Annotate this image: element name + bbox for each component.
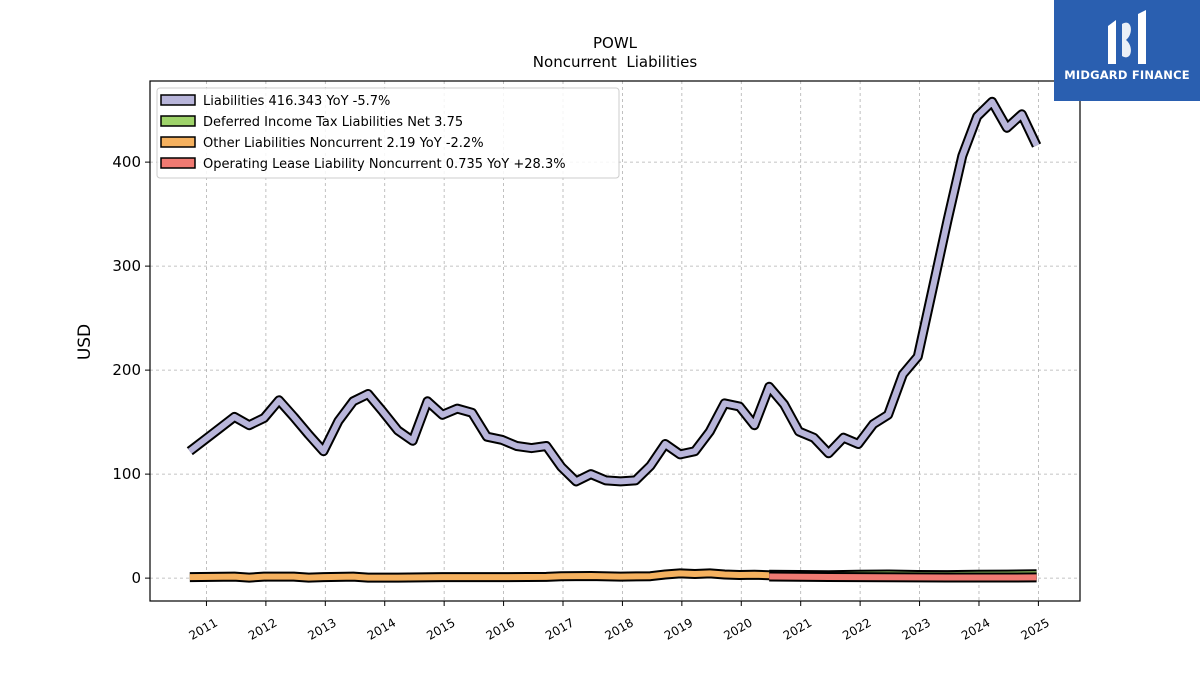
logo-text: MIDGARD FINANCE <box>1064 68 1190 82</box>
y-axis-label: USD <box>75 324 95 360</box>
x-tick-label: 2025 <box>1018 615 1051 642</box>
series-liabilities-0-line <box>187 98 1040 485</box>
chart-subtitle: Noncurrent Liabilities <box>533 53 698 71</box>
legend-swatch <box>160 94 196 106</box>
series-operating-3-line <box>769 573 1037 581</box>
x-tick-label: 2024 <box>959 615 992 642</box>
y-tick-label: 400 <box>112 153 141 171</box>
x-tick-label: 2011 <box>186 615 219 642</box>
x-tick-label: 2021 <box>781 615 814 642</box>
legend-swatch <box>160 136 196 148</box>
midgard-logo-icon <box>1108 10 1146 64</box>
x-tick-label: 2018 <box>602 615 635 642</box>
legend-label: Deferred Income Tax Liabilities Net 3.75 <box>203 115 463 130</box>
plot-frame <box>149 80 1081 602</box>
grid <box>150 81 1080 601</box>
x-tick-label: 2019 <box>662 615 695 642</box>
x-tick-label: 2020 <box>721 615 754 642</box>
x-tick-label: 2022 <box>840 615 873 642</box>
y-tick-label: 100 <box>112 465 141 483</box>
x-tick-label: 2017 <box>543 615 576 642</box>
legend-label: Other Liabilities Noncurrent 2.19 YoY -2… <box>203 136 484 151</box>
x-tick-label: 2012 <box>246 615 279 642</box>
y-tick-label: 200 <box>112 361 141 379</box>
x-tick-label: 2015 <box>424 615 457 642</box>
x-tick-label: 2013 <box>305 615 338 642</box>
legend-label: Operating Lease Liability Noncurrent 0.7… <box>203 157 566 172</box>
legend-swatch <box>160 157 196 169</box>
series-layer <box>186 96 1042 583</box>
legend-box <box>156 87 620 179</box>
legend: Liabilities 416.343 YoY -5.7% Deferred In… <box>156 87 620 179</box>
y-tick-label: 0 <box>131 569 141 587</box>
x-tick-label: 2016 <box>484 615 517 642</box>
legend-label: Liabilities 416.343 YoY -5.7% <box>203 94 390 109</box>
y-tick-label: 300 <box>112 257 141 275</box>
legend-swatch <box>160 115 196 127</box>
chart-title: POWL <box>593 34 638 52</box>
brand-logo: MIDGARD FINANCE <box>1054 0 1200 101</box>
x-tick-label: 2014 <box>365 615 398 642</box>
x-tick-label: 2023 <box>900 615 933 642</box>
